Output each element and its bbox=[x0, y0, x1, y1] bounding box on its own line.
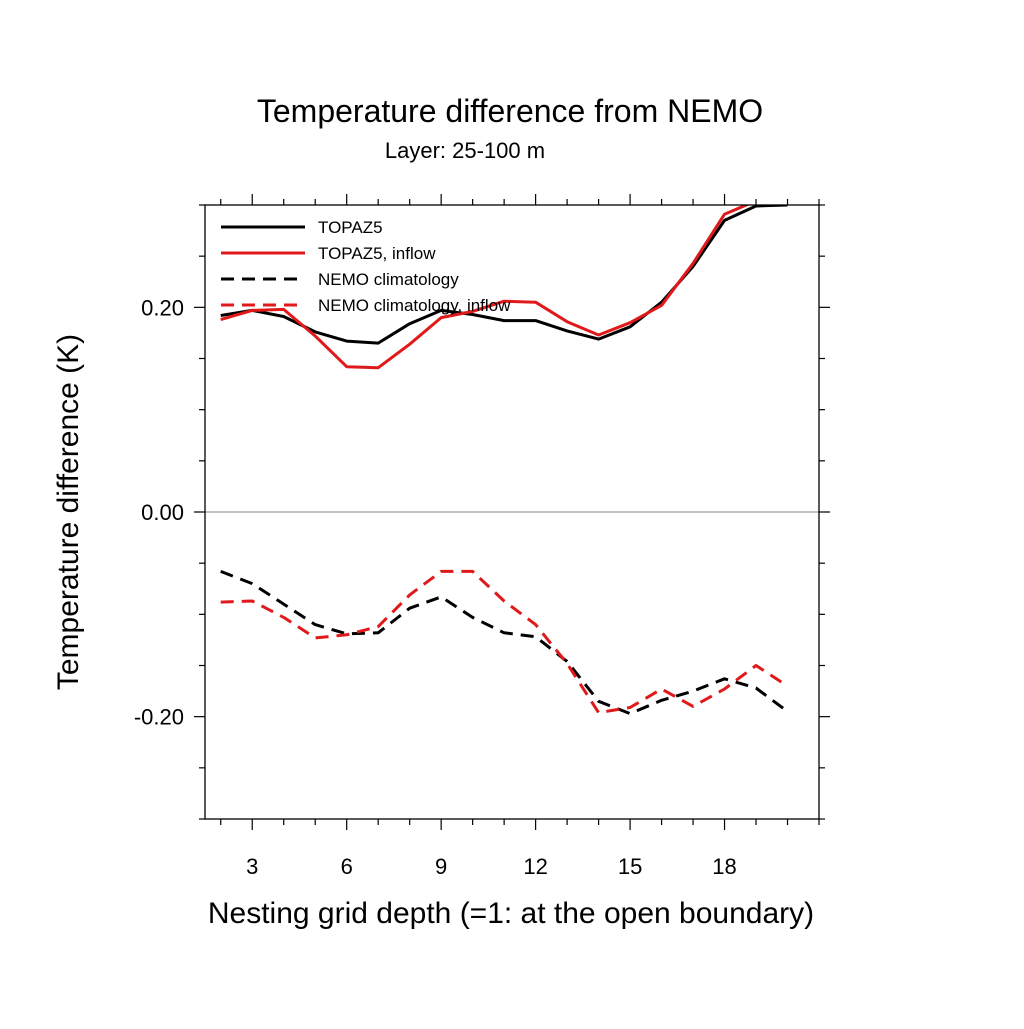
series-line-2 bbox=[220, 205, 751, 370]
series-line-4 bbox=[220, 569, 789, 715]
legend-label: TOPAZ5, inflow bbox=[318, 244, 436, 263]
y-tick-label: 0.00 bbox=[141, 500, 184, 525]
chart-title: Temperature difference from NEMO bbox=[257, 93, 763, 129]
y-tick-label: -0.20 bbox=[134, 705, 184, 730]
y-tick-label: 0.20 bbox=[141, 295, 184, 320]
series-line-1 bbox=[220, 205, 788, 345]
axes-layer: 3 6 9 12 15 18 -0.20 0.00 0.20 bbox=[134, 194, 830, 879]
legend: TOPAZ5 TOPAZ5, inflow NEMO climatology NEMO… bbox=[221, 218, 511, 315]
x-tick-label: 9 bbox=[435, 854, 447, 879]
chart-subtitle: Layer: 25-100 m bbox=[385, 138, 545, 163]
legend-label: TOPAZ5 bbox=[318, 218, 383, 237]
legend-label: NEMO climatology, inflow bbox=[318, 296, 511, 315]
x-tick-label: 3 bbox=[246, 854, 258, 879]
legend-label: NEMO climatology bbox=[318, 270, 459, 289]
x-tick-label: 6 bbox=[341, 854, 353, 879]
y-axis-label: Temperature difference (K) bbox=[52, 334, 85, 690]
x-axis-label: Nesting grid depth (=1: at the open boun… bbox=[208, 897, 814, 930]
x-tick-label: 15 bbox=[618, 854, 642, 879]
series-layer bbox=[220, 205, 789, 716]
x-tick-label: 18 bbox=[712, 854, 736, 879]
series-line-3 bbox=[220, 570, 789, 716]
x-tick-label: 12 bbox=[523, 854, 547, 879]
